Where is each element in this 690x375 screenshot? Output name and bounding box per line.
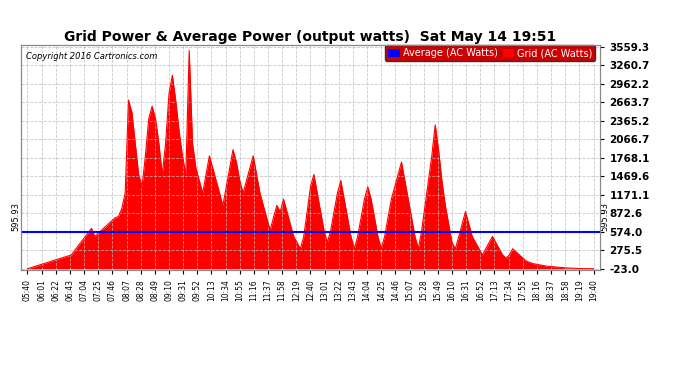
Text: Copyright 2016 Cartronics.com: Copyright 2016 Cartronics.com [26, 52, 158, 61]
Legend: Average (AC Watts), Grid (AC Watts): Average (AC Watts), Grid (AC Watts) [385, 45, 595, 61]
Text: 595.93: 595.93 [600, 201, 609, 231]
Title: Grid Power & Average Power (output watts)  Sat May 14 19:51: Grid Power & Average Power (output watts… [64, 30, 557, 44]
Text: 595.93: 595.93 [12, 201, 21, 231]
